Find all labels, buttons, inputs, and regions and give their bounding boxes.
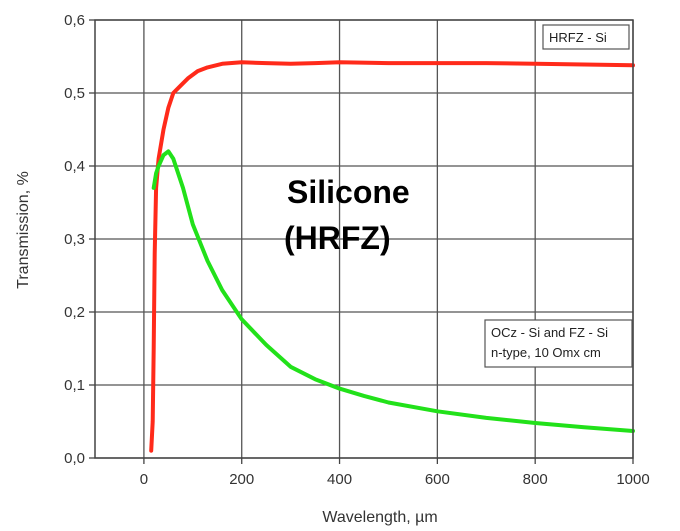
legend-label: HRFZ - Si	[549, 30, 607, 45]
y-tick-label: 0,5	[64, 85, 85, 102]
annotation-line-2: (HRFZ)	[284, 220, 391, 256]
legend-label: OCz - Si and FZ - Si	[491, 325, 608, 340]
y-tick-label: 0,4	[64, 158, 85, 175]
annotation: Silicone (HRFZ)	[284, 174, 410, 256]
x-tick-label: 0	[140, 471, 148, 488]
y-tick-label: 0,6	[64, 12, 85, 29]
x-axis-ticks: 0 200 400 600 800 1000	[140, 458, 650, 488]
x-tick-label: 1000	[616, 471, 649, 488]
x-tick-label: 600	[425, 471, 450, 488]
x-tick-label: 800	[523, 471, 548, 488]
y-axis-title: Transmission, %	[15, 171, 32, 289]
legend-item-1: HRFZ - Si	[542, 24, 630, 50]
legend-label: n-type, 10 Omx cm	[491, 345, 601, 360]
legend-box	[542, 24, 630, 50]
x-tick-label: 400	[327, 471, 352, 488]
series-line-2	[151, 149, 635, 433]
series-line-1	[149, 60, 635, 453]
x-tick-label: 200	[229, 471, 254, 488]
y-tick-label: 0,3	[64, 231, 85, 248]
x-axis-title: Wavelength, µm	[322, 509, 437, 526]
legend-item-2: OCz - Si and FZ - Si n-type, 10 Omx cm	[484, 319, 633, 368]
annotation-line-1: Silicone	[287, 174, 410, 210]
y-tick-label: 0,1	[64, 377, 85, 394]
series-lines	[149, 60, 635, 453]
legend-box	[484, 319, 633, 368]
y-axis-ticks: 0,0 0,1 0,2 0,3 0,4 0,5 0,6	[64, 12, 95, 467]
y-tick-label: 0,2	[64, 304, 85, 321]
y-tick-label: 0,0	[64, 450, 85, 467]
legend: HRFZ - Si OCz - Si and FZ - Si n-type, 10 …	[484, 24, 633, 368]
